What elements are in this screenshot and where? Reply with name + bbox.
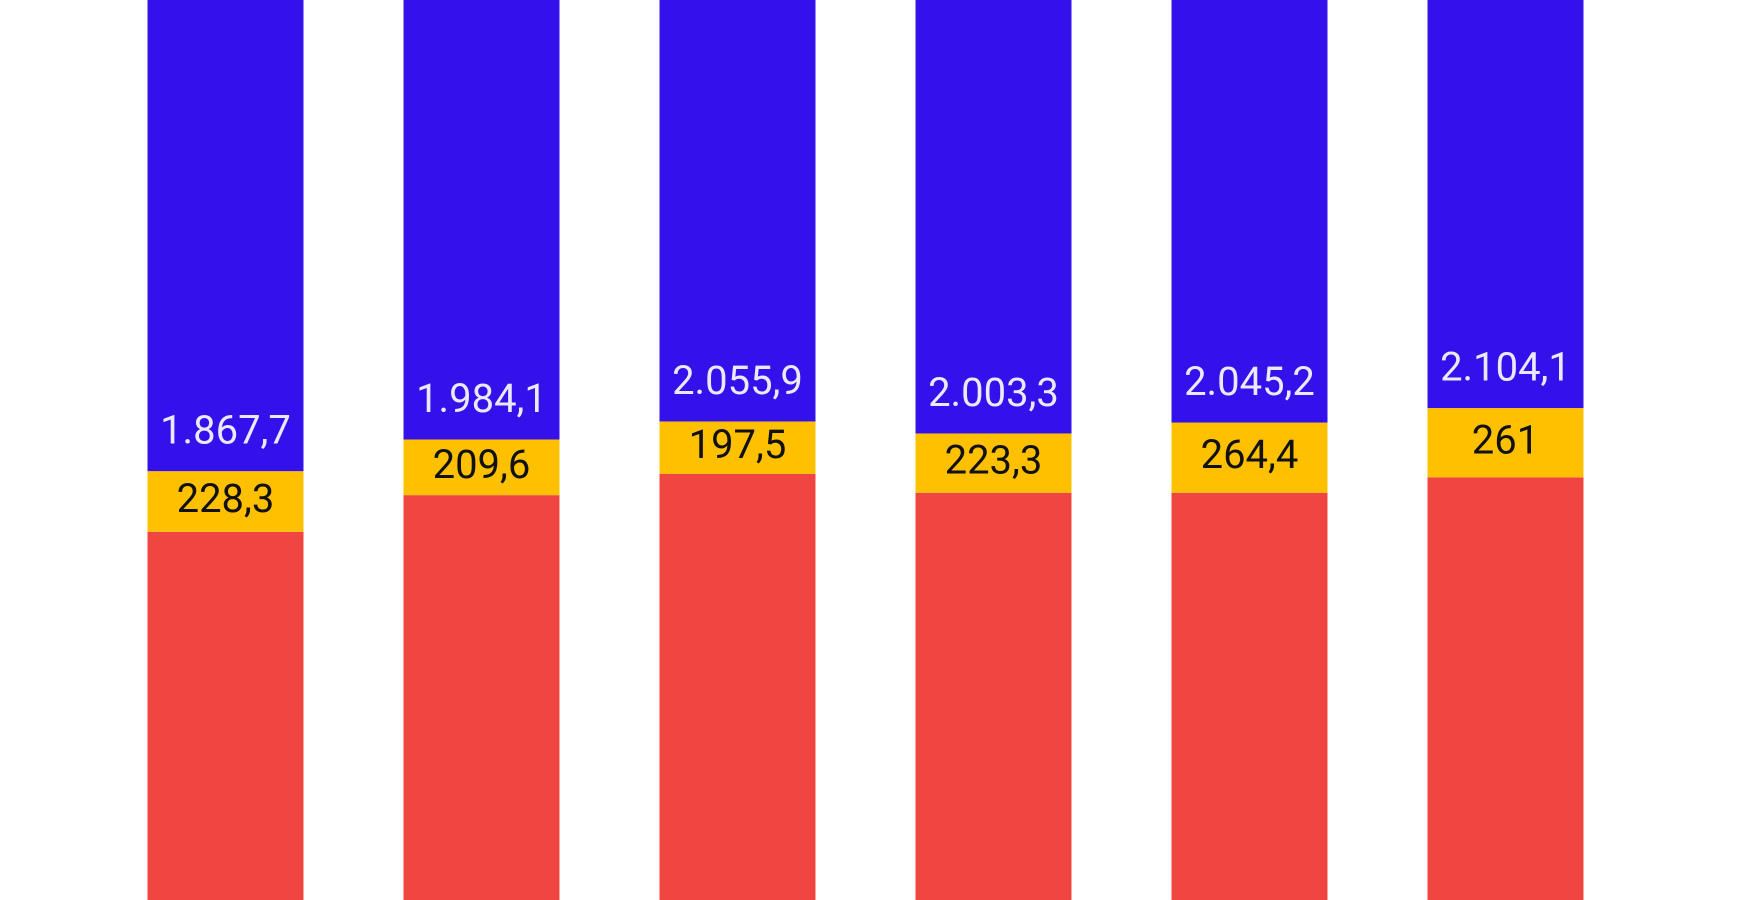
bar-segment (147, 0, 304, 472)
data-label: 2.003,3 (928, 369, 1059, 416)
bar-segment (403, 439, 560, 496)
data-label: 209,6 (433, 441, 531, 488)
bar-segment (403, 495, 560, 900)
data-label: 264,4 (1201, 431, 1299, 478)
bar-segment (1171, 492, 1328, 900)
data-label: 2.104,1 (1440, 344, 1571, 391)
bar-segment (915, 433, 1072, 493)
bar-segment (659, 0, 816, 422)
data-label: 1.867,7 (160, 407, 291, 454)
data-label: 2.055,9 (672, 357, 803, 404)
data-label: 1.984,1 (416, 375, 547, 422)
bar-segment (915, 0, 1072, 434)
data-label: 2.045,2 (1184, 358, 1315, 405)
data-label: 228,3 (177, 475, 275, 522)
bar-segment (147, 471, 304, 532)
bar-segment (147, 531, 304, 900)
bar-segment (659, 473, 816, 900)
bar-segment (659, 421, 816, 474)
data-label: 261 (1472, 416, 1539, 463)
bars (147, 0, 1584, 900)
bar-segment (403, 0, 560, 440)
bar-segment (1171, 422, 1328, 493)
bar-segment (915, 492, 1072, 900)
labels: 228,3 1.867,7 209,6 1.984,1 197,5 2.055,9 223,… (160, 344, 1571, 522)
bar-segment (1427, 477, 1584, 900)
data-label: 223,3 (945, 437, 1043, 484)
bar-segment (1171, 0, 1328, 423)
data-label: 197,5 (689, 421, 787, 468)
bar-segment (1427, 0, 1584, 409)
bar-segment (1427, 408, 1584, 478)
